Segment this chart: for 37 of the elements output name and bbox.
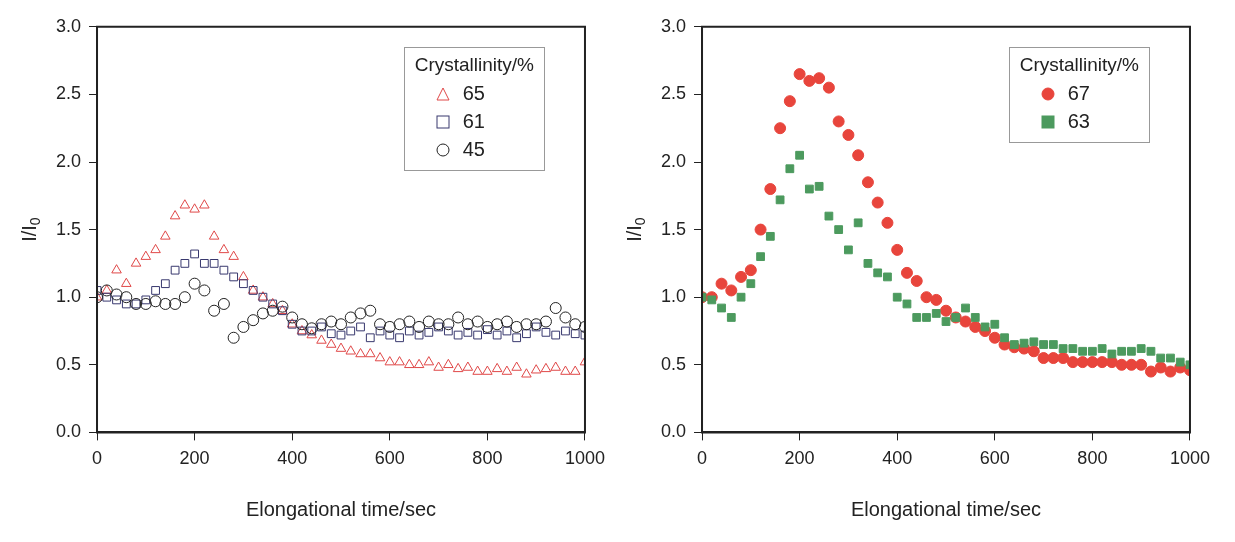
y-tick-label: 1.0 — [55, 286, 82, 307]
y-tick-label: 2.0 — [660, 150, 687, 171]
x-tick-label: 800 — [472, 448, 503, 469]
y-tick-label: 1.5 — [55, 218, 82, 239]
x-axis-title: Elongational time/sec — [245, 497, 437, 520]
legend-title: Crystallinity/% — [414, 53, 534, 76]
x-tick-label: 600 — [374, 448, 405, 469]
x-axis-title: Elongational time/sec — [850, 497, 1042, 520]
x-tick-label: 800 — [1077, 448, 1108, 469]
x-tick-label: 400 — [882, 448, 913, 469]
legend-label: 45 — [462, 138, 485, 162]
x-tick-label: 400 — [277, 448, 308, 469]
y-tick-label: 2.0 — [55, 150, 82, 171]
y-tick-label: 0.5 — [55, 353, 82, 374]
y-tick-label: 1.0 — [660, 286, 687, 307]
legend-label: 61 — [462, 110, 485, 134]
x-tick-label: 1000 — [564, 448, 605, 469]
y-axis-title: I/I0 — [622, 217, 648, 242]
y-tick-label: 0.5 — [660, 353, 687, 374]
legend-label: 65 — [462, 82, 485, 106]
y-tick-label: 0.0 — [660, 421, 687, 442]
y-tick-label: 3.0 — [55, 15, 82, 36]
legend-label: 67 — [1067, 82, 1090, 106]
x-tick-label: 600 — [979, 448, 1010, 469]
x-tick-label: 0 — [697, 448, 708, 469]
y-tick-label: 3.0 — [660, 15, 687, 36]
x-tick-label: 1000 — [1169, 448, 1210, 469]
y-axis-title: I/I0 — [17, 217, 43, 242]
y-tick-label: 2.5 — [55, 83, 82, 104]
legend-title: Crystallinity/% — [1019, 53, 1139, 76]
y-tick-label: 2.5 — [660, 83, 687, 104]
y-tick-label: 1.5 — [660, 218, 687, 239]
x-tick-label: 200 — [784, 448, 815, 469]
legend-label: 63 — [1067, 110, 1090, 134]
y-tick-label: 0.0 — [55, 421, 82, 442]
x-tick-label: 0 — [92, 448, 103, 469]
x-tick-label: 200 — [179, 448, 210, 469]
